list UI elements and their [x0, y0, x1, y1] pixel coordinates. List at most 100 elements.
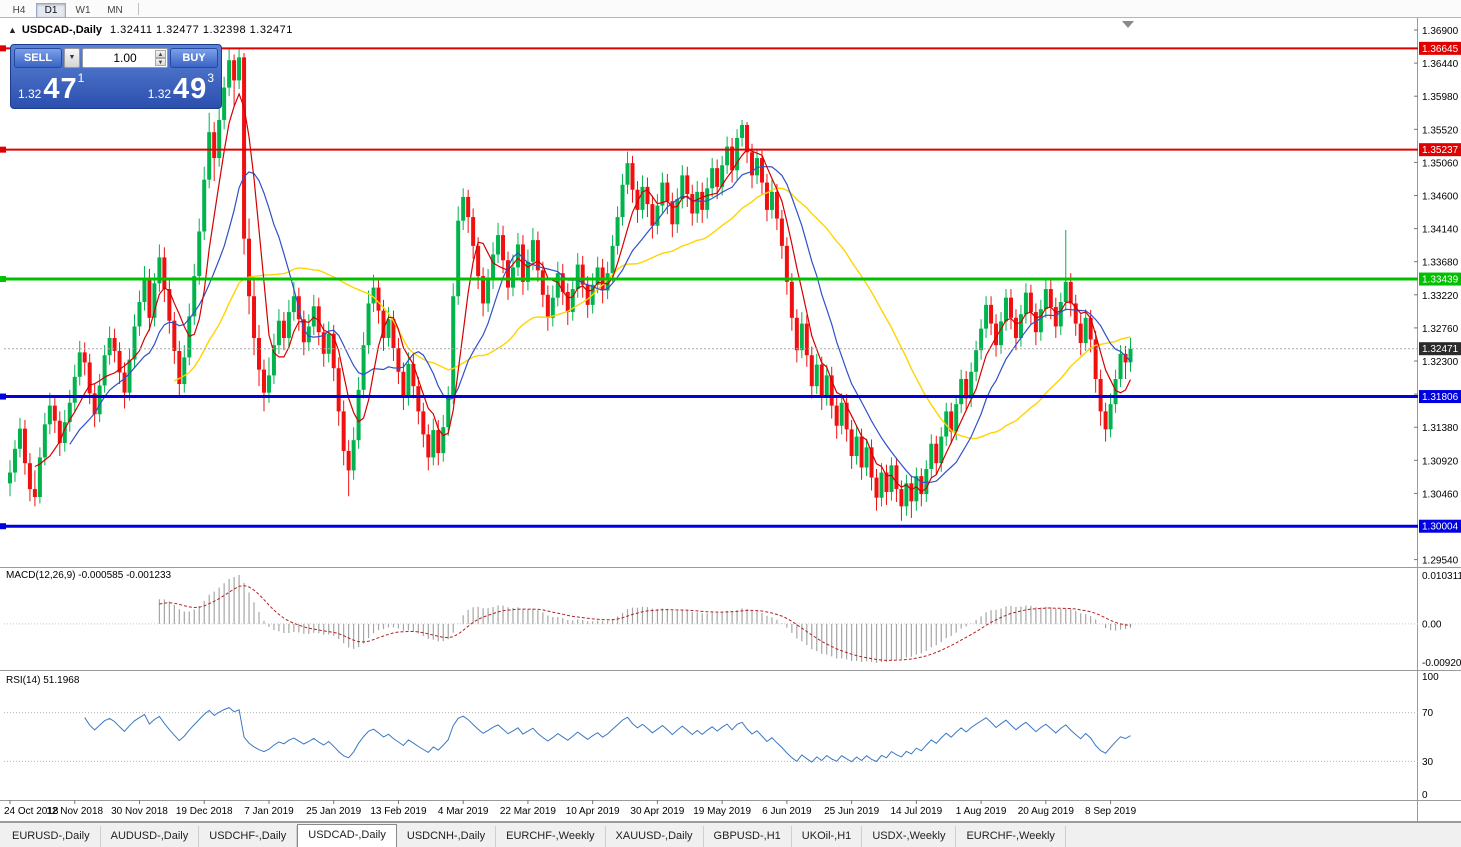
buy-price-sup: 3 [207, 71, 214, 85]
price-axis-label: 1.30920 [1422, 456, 1459, 467]
time-axis-label: 1 Aug 2019 [956, 806, 1007, 817]
macd-axis-label: 0.00 [1422, 619, 1442, 630]
period-button-h4[interactable]: H4 [12, 4, 26, 16]
chart-shift-marker-icon[interactable] [1122, 21, 1134, 28]
macd-histogram [158, 575, 1132, 663]
price-tag-label: 1.32471 [1422, 344, 1459, 355]
volume-value: 1.00 [113, 51, 137, 65]
buy-price-small: 1.32 [147, 87, 172, 101]
trade-panel-collapse-icon[interactable]: ▲ [8, 25, 17, 35]
time-axis-label: 7 Jan 2019 [244, 806, 294, 817]
bottom-tab-3-usdcad-daily[interactable]: USDCAD-,Daily [297, 824, 397, 847]
time-axis-label: 30 Apr 2019 [630, 806, 684, 817]
rsi-indicator-label: RSI(14) 51.1968 [6, 675, 80, 686]
bottom-tab-4-usdcnh-daily[interactable]: USDCNH-,Daily [397, 826, 497, 847]
price-axis-label: 1.34140 [1422, 225, 1459, 236]
hline-handle[interactable] [0, 276, 6, 283]
bottom-tab-8-ukoil-h1[interactable]: UKOil-,H1 [792, 826, 863, 847]
time-axis-label: 25 Jan 2019 [306, 806, 361, 817]
chart-canvas[interactable]: 1.36900 1.36440 1.35980 1.35520 1.35060 1.346… [0, 0, 1461, 822]
hline-handle[interactable] [0, 146, 6, 153]
bottom-tab-9-usdx-weekly[interactable]: USDX-,Weekly [862, 826, 957, 847]
rsi-axis-label: 100 [1422, 672, 1439, 683]
price-axis-label: 1.36440 [1422, 59, 1459, 70]
price-tag-label: 1.33439 [1422, 275, 1459, 286]
toolbar-separator [138, 2, 139, 15]
spinner-up-icon[interactable]: ▲ [155, 50, 166, 58]
price-tag [1419, 390, 1461, 404]
rsi-axis: 100 70 30 0 [1422, 672, 1439, 801]
time-axis-label: 19 Dec 2018 [176, 806, 233, 817]
bottom-tab-5-eurchf-weekly[interactable]: EURCHF-,Weekly [496, 826, 606, 847]
buy-price-big: 49 [173, 73, 208, 105]
time-axis-label: 30 Nov 2018 [111, 806, 168, 817]
ma-mid-line [69, 166, 1131, 484]
hline-handle[interactable] [0, 45, 6, 52]
price-axis-label: 1.32760 [1422, 324, 1459, 335]
volume-input[interactable]: 1.00 ▲ ▼ [82, 48, 168, 68]
time-axis-label: 12 Nov 2018 [46, 806, 103, 817]
ma-slow-line [173, 187, 1131, 440]
hline-handle[interactable] [0, 523, 6, 530]
rsi-line [84, 707, 1131, 763]
time-axis-label: 20 Aug 2019 [1018, 806, 1075, 817]
price-axis-label: 1.34600 [1422, 192, 1459, 203]
chart-title: USDCAD-,Daily [21, 24, 102, 36]
volume-dropdown-icon[interactable]: ▼ [64, 48, 80, 68]
sell-price-sup: 1 [77, 71, 85, 85]
price-tag-label: 1.31806 [1422, 392, 1459, 403]
price-axis-label: 1.32300 [1422, 357, 1459, 368]
price-tag [1419, 342, 1461, 356]
macd-axis-label: -0.0092030 [1422, 658, 1461, 669]
period-button-mn[interactable]: MN [107, 4, 123, 16]
chart-title-row: ▲ USDCAD-,Daily 1.32411 1.32477 1.32398 1.… [8, 24, 293, 36]
volume-spinner: ▲ ▼ [155, 50, 166, 66]
time-axis-label: 22 Mar 2019 [500, 806, 557, 817]
bottom-tab-0-eurusd-daily[interactable]: EURUSD-,Daily [2, 826, 101, 847]
price-axis-label: 1.35520 [1422, 125, 1459, 136]
sell-button[interactable]: SELL [14, 48, 62, 68]
buy-price[interactable]: 1.32 49 3 [148, 69, 214, 105]
price-axis[interactable]: 1.36900 1.36440 1.35980 1.35520 1.35060 1.346… [1414, 26, 1459, 567]
price-axis-label: 1.35060 [1422, 158, 1459, 169]
sell-price[interactable]: 1.32 47 1 [18, 69, 84, 105]
period-button-w1[interactable]: W1 [75, 4, 91, 16]
price-axis-label: 1.30460 [1422, 489, 1459, 500]
time-axis-label: 13 Feb 2019 [370, 806, 427, 817]
bottom-tab-6-xauusd-daily[interactable]: XAUUSD-,Daily [606, 826, 704, 847]
rsi-axis-label: 30 [1422, 757, 1434, 768]
sell-price-big: 47 [43, 73, 78, 105]
time-axis-label: 24 Oct 2018 [4, 806, 59, 817]
period-buttons-group: H4 D1 W1 MN [4, 0, 132, 18]
price-axis-label: 1.29540 [1422, 556, 1459, 567]
candlestick-series [8, 48, 1133, 521]
price-tag [1419, 41, 1461, 55]
ohlc-values: 1.32411 1.32477 1.32398 1.32471 [110, 24, 293, 36]
price-tag [1419, 272, 1461, 286]
period-button-d1[interactable]: D1 [36, 2, 66, 18]
bottom-tab-2-usdchf-daily[interactable]: USDCHF-,Daily [199, 826, 298, 847]
bottom-tab-7-gbpusd-h1[interactable]: GBPUSD-,H1 [704, 826, 792, 847]
spinner-down-icon[interactable]: ▼ [155, 58, 166, 66]
rsi-axis-label: 70 [1422, 708, 1434, 719]
time-axis-label: 19 May 2019 [693, 806, 751, 817]
buy-button[interactable]: BUY [170, 48, 218, 68]
price-tags: 1.36645 1.35237 1.33439 1.31806 1.30004 1.324… [1419, 41, 1461, 533]
bottom-tab-10-eurchf-weekly[interactable]: EURCHF-,Weekly [956, 826, 1066, 847]
one-click-trading-panel: SELL ▼ 1.00 ▲ ▼ BUY 1.32 47 1 1.32 49 3 [10, 44, 222, 109]
hline-handle[interactable] [0, 393, 6, 400]
price-tag-label: 1.35237 [1422, 145, 1459, 156]
price-tag [1419, 143, 1461, 157]
bottom-tab-1-audusd-daily[interactable]: AUDUSD-,Daily [101, 826, 200, 847]
horizontal-levels[interactable] [0, 45, 1418, 530]
price-tag-label: 1.36645 [1422, 44, 1459, 55]
price-tag-label: 1.30004 [1422, 522, 1459, 533]
price-axis-label: 1.33220 [1422, 291, 1459, 302]
price-axis-label: 1.35980 [1422, 92, 1459, 103]
price-axis-label: 1.36900 [1422, 26, 1459, 37]
price-axis-label: 1.33680 [1422, 258, 1459, 269]
